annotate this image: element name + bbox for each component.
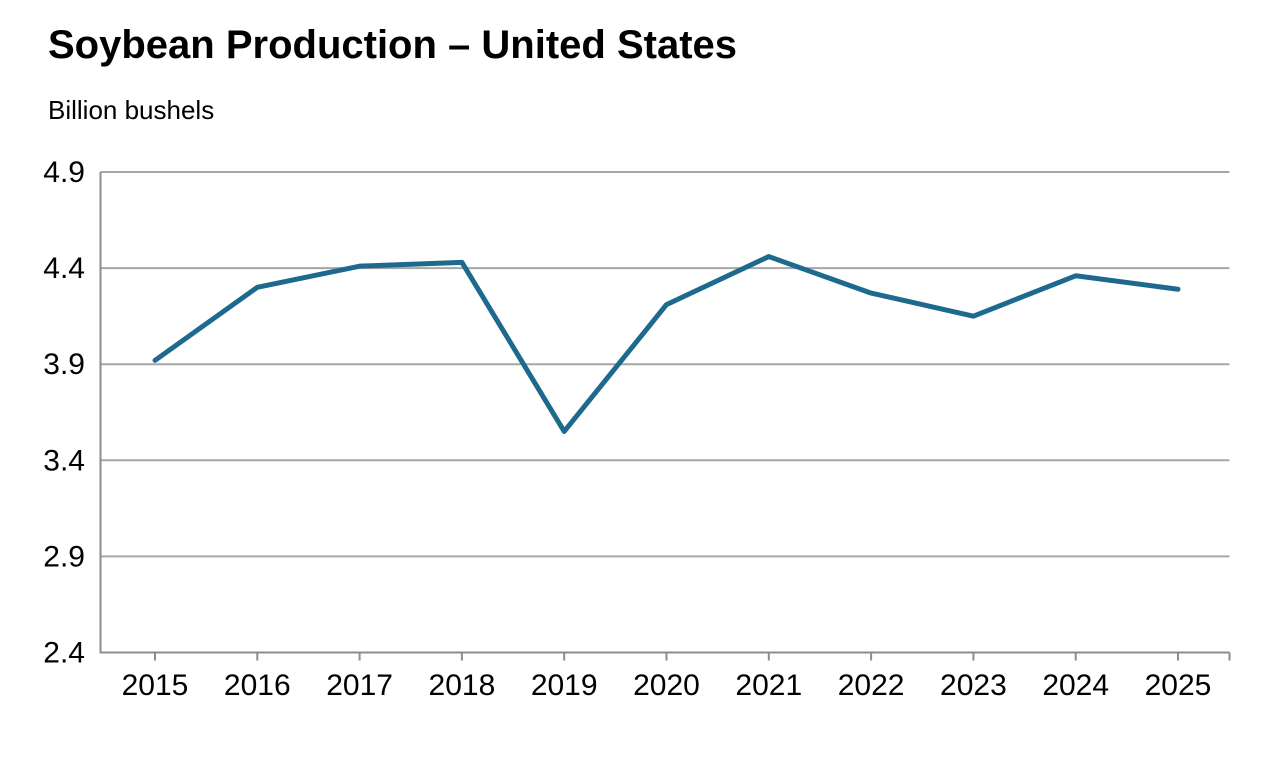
x-tick-label: 2022 [838,669,905,702]
y-tick-label: 2.4 [43,637,85,670]
y-tick-label: 2.9 [43,540,85,573]
chart-title: Soybean Production – United States [48,23,738,67]
y-tick-label: 4.9 [43,156,85,189]
x-tick-label: 2015 [122,669,189,702]
x-tick-label: 2016 [224,669,291,702]
production-line [152,254,1181,434]
y-tick-label: 3.4 [43,444,85,477]
x-tick-label: 2017 [326,669,393,702]
x-tick-label: 2025 [1145,669,1212,702]
chart-subtitle: Billion bushels [48,95,215,125]
x-tick-label: 2021 [735,669,802,702]
x-tick-label: 2018 [429,669,496,702]
x-tick-label: 2023 [940,669,1007,702]
y-tick-label: 3.9 [43,348,85,381]
x-tick-label: 2024 [1042,669,1109,702]
x-tick-label: 2020 [633,669,700,702]
y-tick-label: 4.4 [43,252,85,285]
x-tick-label: 2019 [531,669,598,702]
